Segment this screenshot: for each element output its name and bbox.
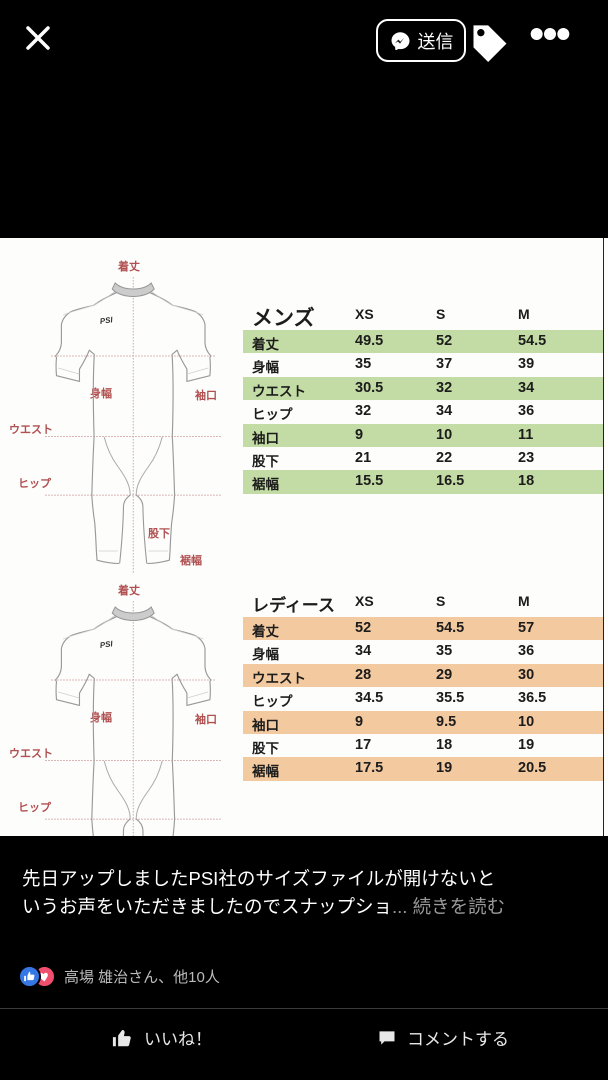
svg-text:PSI: PSI — [99, 315, 114, 326]
svg-text:PSI: PSI — [99, 639, 114, 650]
